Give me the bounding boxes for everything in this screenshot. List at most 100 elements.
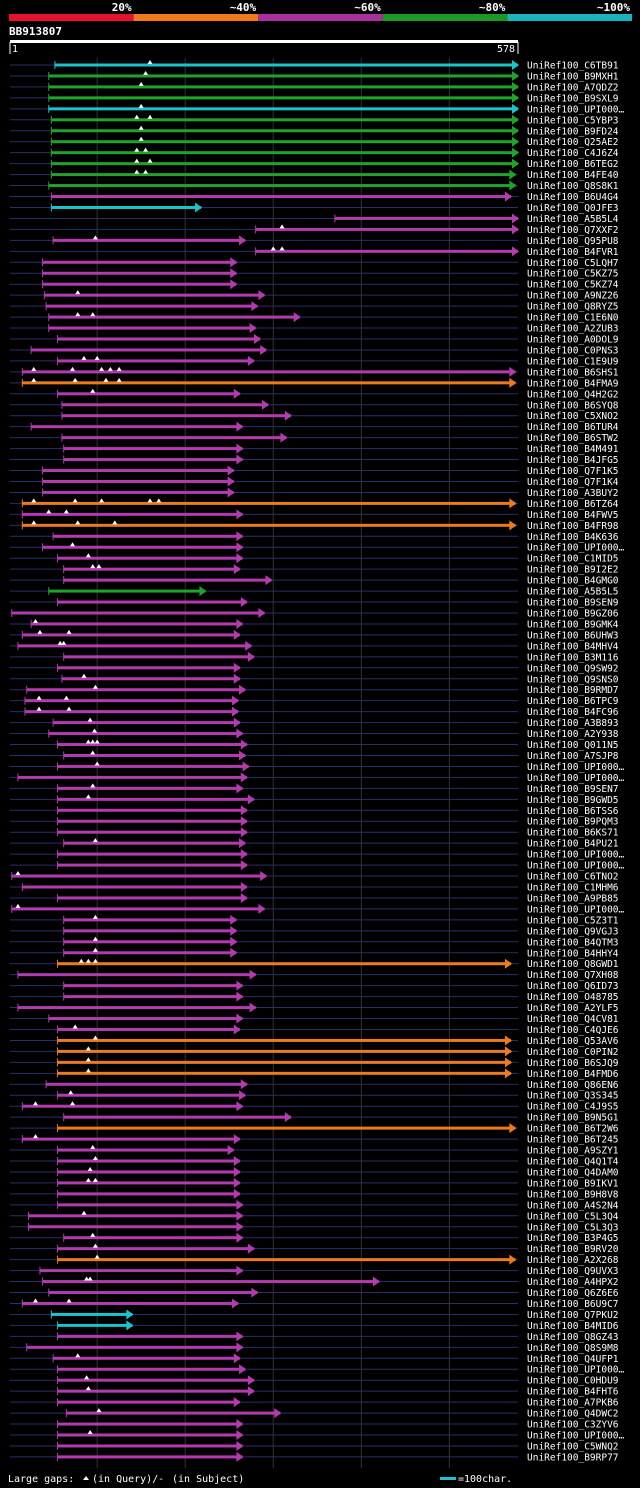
hit-label[interactable]: UniRef100_B9GMK4 (527, 619, 619, 630)
hit-row[interactable]: UniRef100_Q9SW92 (10, 662, 619, 675)
hit-row[interactable]: UniRef100_B9MXH1 (10, 70, 619, 83)
hit-row[interactable]: UniRef100_B9H8V8 (10, 1188, 619, 1201)
hit-label[interactable]: UniRef100_B4HHY4 (527, 948, 619, 959)
hit-label[interactable]: UniRef100_B9RMD7 (527, 685, 619, 696)
hit-label[interactable]: UniRef100_O48785 (527, 992, 619, 1003)
hit-label[interactable]: UniRef100_B6SHS1 (527, 367, 619, 378)
hit-label[interactable]: UniRef100_Q0JFE3 (527, 203, 619, 214)
hit-row[interactable]: UniRef100_B9RP77 (10, 1451, 619, 1464)
hit-label[interactable]: UniRef100_B6U4G4 (527, 192, 619, 203)
hit-label[interactable]: UniRef100_B4GMG0 (527, 576, 619, 587)
hit-label[interactable]: UniRef100_C1E6N0 (527, 313, 619, 324)
hit-label[interactable]: UniRef100_C5L3Q4 (527, 1211, 619, 1222)
hit-row[interactable]: UniRef100_B6STW2 (10, 432, 619, 445)
hit-label[interactable]: UniRef100_Q7F1K4 (527, 477, 619, 488)
hit-label[interactable]: UniRef100_Q8S8K1 (527, 181, 619, 192)
hit-row[interactable]: UniRef100_B9GMK4 (10, 618, 619, 631)
hit-row[interactable]: UniRef100_B4FR98 (10, 520, 619, 532)
hit-label[interactable]: UniRef100_B9H8V8 (527, 1189, 619, 1200)
hit-label[interactable]: UniRef100_Q8S9M8 (527, 1343, 619, 1354)
hit-label[interactable]: UniRef100_B3P4G5 (527, 1233, 619, 1244)
hit-label[interactable]: UniRef100_C4J9S5 (527, 1102, 619, 1113)
hit-label[interactable]: UniRef100_C5KZ75 (527, 269, 619, 280)
hit-label[interactable]: UniRef100_B9PQM3 (527, 817, 619, 828)
hit-row[interactable]: UniRef100_B9I2E2 (10, 564, 619, 576)
hit-row[interactable]: UniRef100_Q4DAM0 (10, 1166, 619, 1179)
hit-row[interactable]: UniRef100_C0PIN2 (10, 1046, 619, 1058)
hit-label[interactable]: UniRef100_Q011N5 (527, 740, 619, 751)
hit-label[interactable]: UniRef100_B4JFG5 (527, 455, 619, 466)
hit-row[interactable]: UniRef100_Q9UVX3 (10, 1265, 619, 1278)
hit-row[interactable]: UniRef100_Q4H2G2 (10, 388, 619, 401)
hit-row[interactable]: UniRef100_Q4DWC2 (10, 1408, 619, 1420)
hit-row[interactable]: UniRef100_B9RV20 (10, 1243, 619, 1256)
hit-label[interactable]: UniRef100_B6TPC9 (527, 696, 619, 707)
hit-row[interactable]: UniRef100_C1MHM6 (10, 882, 619, 894)
hit-row[interactable]: UniRef100_B6T245 (10, 1134, 619, 1146)
hit-row[interactable]: UniRef100_B4FWV5 (10, 509, 619, 521)
hit-row[interactable]: UniRef100_Q9VGJ3 (10, 925, 619, 938)
hit-label[interactable]: UniRef100_Q7PKU2 (527, 1310, 619, 1321)
hit-label[interactable]: UniRef100_A9NZ26 (527, 291, 619, 302)
hit-label[interactable]: UniRef100_C5KZ74 (527, 280, 619, 291)
hit-row[interactable]: UniRef100_B4MHV4 (10, 640, 619, 653)
hit-row[interactable]: UniRef100_C4QJE6 (10, 1024, 619, 1036)
hit-label[interactable]: UniRef100_Q8RYZ5 (527, 302, 619, 313)
hit-label[interactable]: UniRef100_B4MHV4 (527, 641, 619, 652)
hit-label[interactable]: UniRef100_A3BUY2 (527, 488, 619, 499)
hit-row[interactable]: UniRef100_B4MID6 (10, 1320, 619, 1332)
hit-row[interactable]: UniRef100_B9GWD5 (10, 794, 619, 806)
hit-row[interactable]: UniRef100_B6T2W6 (10, 1123, 619, 1135)
hit-row[interactable]: UniRef100_C1E6N0 (10, 312, 619, 324)
hit-row[interactable]: UniRef100_B4GMG0 (10, 575, 619, 587)
hit-row[interactable]: UniRef100_A7PKB6 (10, 1397, 619, 1409)
hit-label[interactable]: UniRef100_B6STW2 (527, 433, 619, 444)
hit-row[interactable]: UniRef100_UPI000… (10, 761, 625, 773)
hit-label[interactable]: UniRef100_B4FMA9 (527, 378, 619, 389)
hit-row[interactable]: UniRef100_Q6Z6E6 (10, 1287, 619, 1300)
hit-row[interactable]: UniRef100_B6TSS6 (10, 805, 619, 817)
hit-row[interactable]: UniRef100_C6TB91 (10, 60, 619, 72)
hit-row[interactable]: UniRef100_A5B5L4 (10, 213, 619, 225)
hit-row[interactable]: UniRef100_B6U9C7 (10, 1298, 619, 1310)
hit-row[interactable]: UniRef100_UPI000… (10, 903, 625, 916)
hit-label[interactable]: UniRef100_UPI000… (527, 104, 625, 115)
hit-label[interactable]: UniRef100_C1MHM6 (527, 883, 619, 894)
hit-row[interactable]: UniRef100_Q95PU8 (10, 235, 619, 247)
hit-label[interactable]: UniRef100_Q7F1K5 (527, 466, 619, 477)
hit-row[interactable]: UniRef100_A5B5L5 (10, 586, 619, 598)
hit-row[interactable]: UniRef100_Q7XH08 (10, 969, 619, 982)
hit-row[interactable]: UniRef100_B6KS71 (10, 827, 619, 839)
hit-label[interactable]: UniRef100_Q7XH08 (527, 970, 619, 981)
hit-label[interactable]: UniRef100_B4FMD6 (527, 1069, 619, 1080)
hit-row[interactable]: UniRef100_Q7F1K4 (10, 476, 619, 488)
hit-label[interactable]: UniRef100_C5YBP3 (527, 115, 619, 126)
hit-row[interactable]: UniRef100_C5LQH7 (10, 257, 619, 269)
hit-row[interactable]: UniRef100_A2ZUB3 (10, 323, 619, 335)
hit-label[interactable]: UniRef100_UPI000… (527, 850, 625, 861)
hit-row[interactable]: UniRef100_Q86EN6 (10, 1079, 619, 1091)
hit-label[interactable]: UniRef100_C3ZYV6 (527, 1420, 619, 1431)
hit-label[interactable]: UniRef100_C5XNO2 (527, 411, 619, 422)
hit-row[interactable]: UniRef100_Q8S8K1 (10, 180, 619, 193)
hit-row[interactable]: UniRef100_C5Z3T1 (10, 914, 619, 927)
hit-label[interactable]: UniRef100_Q4Q1T4 (527, 1157, 619, 1168)
hit-row[interactable]: UniRef100_B4PU21 (10, 838, 619, 850)
hit-label[interactable]: UniRef100_Q4DAM0 (527, 1167, 619, 1178)
hit-label[interactable]: UniRef100_A7SJP8 (527, 751, 619, 762)
hit-label[interactable]: UniRef100_Q95PU8 (527, 236, 619, 247)
hit-row[interactable]: UniRef100_Q53AV6 (10, 1035, 619, 1047)
hit-row[interactable]: UniRef100_Q7PKU2 (10, 1309, 619, 1321)
hit-label[interactable]: UniRef100_A4S2N4 (527, 1200, 619, 1211)
hit-label[interactable]: UniRef100_B4FHT6 (527, 1387, 619, 1398)
hit-row[interactable]: UniRef100_C0HDU9 (10, 1375, 619, 1387)
hit-label[interactable]: UniRef100_A7QDZ2 (527, 82, 619, 93)
hit-label[interactable]: UniRef100_B4FVR1 (527, 247, 619, 258)
hit-row[interactable]: UniRef100_UPI000… (10, 103, 625, 116)
hit-row[interactable]: UniRef100_B9IKV1 (10, 1177, 619, 1190)
hit-label[interactable]: UniRef100_Q86EN6 (527, 1080, 619, 1091)
hit-label[interactable]: UniRef100_B4PU21 (527, 839, 619, 850)
hit-row[interactable]: UniRef100_B6SYQ8 (10, 399, 619, 412)
hit-row[interactable]: UniRef100_A9PB85 (10, 892, 619, 905)
hit-label[interactable]: UniRef100_B4FWV5 (527, 510, 619, 521)
